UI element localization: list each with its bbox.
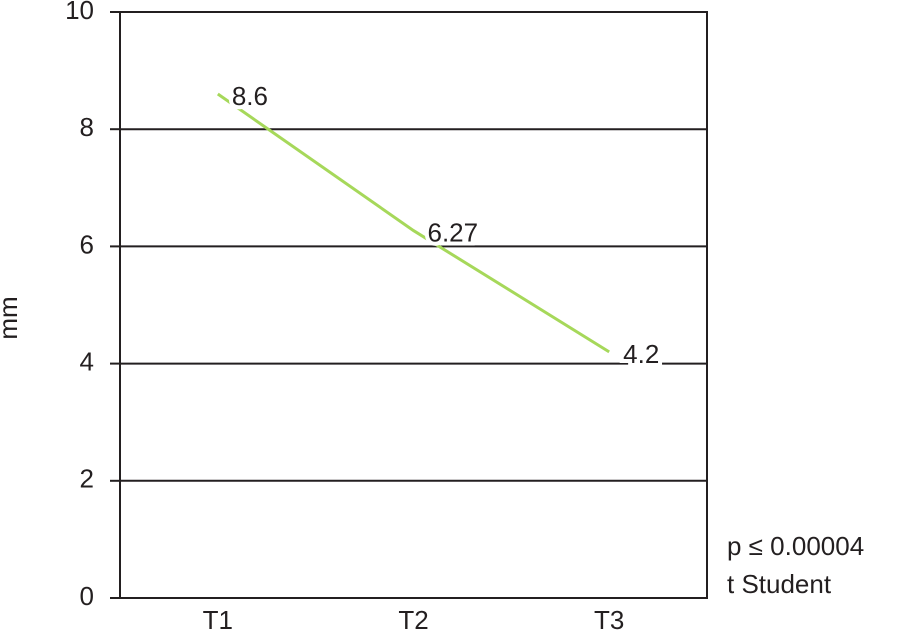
- y-tick-label: 4: [80, 346, 94, 376]
- x-tick-label: T2: [398, 605, 428, 635]
- data-label: 6.27: [428, 217, 479, 247]
- data-label: 4.2: [623, 339, 659, 369]
- data-label: 8.6: [232, 81, 268, 111]
- y-axis-label: mm: [0, 296, 23, 339]
- y-tick-label: 2: [80, 464, 94, 494]
- y-tick-label: 0: [80, 581, 94, 611]
- y-tick-label: 8: [80, 112, 94, 142]
- x-tick-label: T3: [594, 605, 624, 635]
- line: [216, 92, 610, 354]
- annotation: t Student: [727, 569, 832, 599]
- x-tick-label: T1: [203, 605, 233, 635]
- annotation: p ≤ 0.00004: [727, 531, 864, 561]
- plot-frame: [119, 11, 708, 599]
- y-tick-label: 6: [80, 229, 94, 259]
- y-tick-label: 10: [65, 0, 94, 25]
